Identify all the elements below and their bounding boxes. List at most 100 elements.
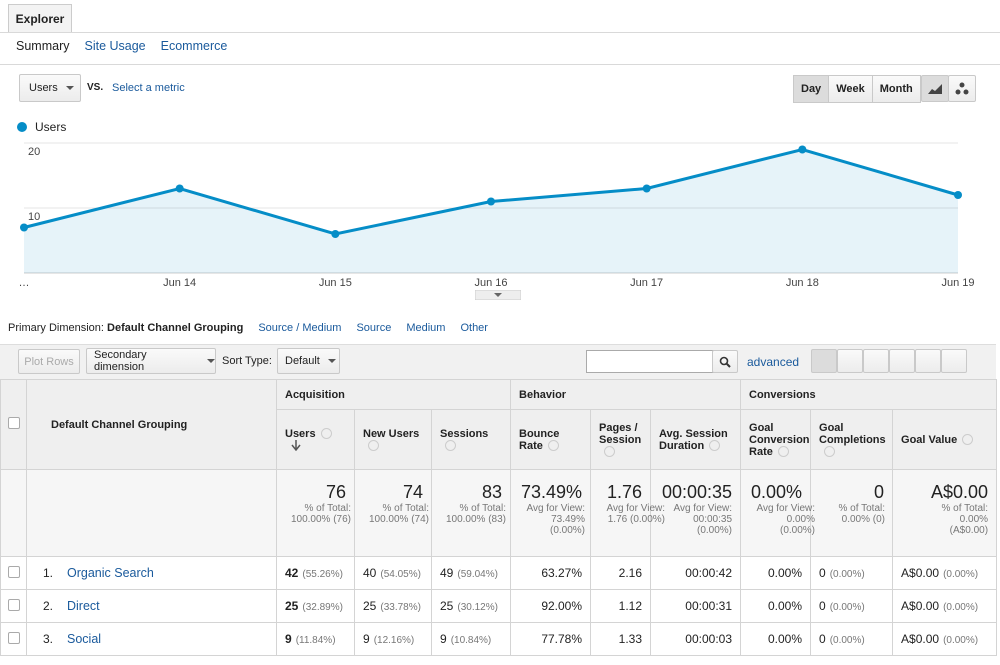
cell-share: (33.78%): [380, 602, 421, 613]
view-button[interactable]: [811, 349, 837, 373]
column-header[interactable]: New Users: [354, 409, 432, 470]
dimension-header: Default Channel Grouping: [26, 379, 277, 470]
cell-share: (59.04%): [457, 569, 498, 580]
total-note: % of Total: 0.00% (A$0.00): [941, 503, 989, 536]
view-button[interactable]: [863, 349, 889, 373]
help-icon: [777, 446, 789, 458]
group-header: Behavior: [510, 379, 742, 410]
dimension-option[interactable]: Source / Medium: [258, 322, 342, 334]
cell-value: 42: [285, 566, 299, 580]
icon: [719, 356, 731, 368]
sort-dropdown[interactable]: Default: [277, 348, 340, 374]
dimension-option[interactable]: Medium: [406, 322, 446, 334]
row-cell: A$0.00 (0.00%): [892, 622, 998, 656]
total-cell: 1.76 Avg for View: 1.76 (0.00%): [590, 469, 665, 557]
column-header[interactable]: Goal Conversion Rate: [740, 409, 812, 470]
row-select[interactable]: [0, 622, 27, 656]
icon: [955, 82, 969, 94]
cell-share: (0.00%): [943, 569, 979, 580]
help-icon: [445, 440, 456, 452]
advanced-link[interactable]: advanced: [747, 355, 800, 369]
column-header[interactable]: Avg. Session Duration: [650, 409, 742, 470]
motion-chart-button[interactable]: [948, 75, 976, 102]
sort-label: Sort Type:: [222, 355, 272, 367]
row-cell: 9 (12.16%): [354, 622, 432, 656]
cell-value: 63.27%: [541, 566, 583, 580]
row-cell: 1.12: [590, 589, 652, 623]
total-cell: 00:00:35 Avg for View: 00:00:35 (0.00%): [650, 469, 742, 557]
secondary-dimension[interactable]: Secondary dimension: [86, 348, 216, 374]
column-header[interactable]: Users: [276, 409, 355, 470]
cell-value: 00:00:31: [685, 599, 733, 613]
chart-handle[interactable]: [475, 290, 521, 300]
view-button[interactable]: [837, 349, 863, 373]
totals-blank: [0, 469, 27, 557]
row-cell: 0 (0.00%): [810, 556, 894, 590]
cell-value: 0: [819, 566, 826, 580]
column-title: Sessions: [440, 427, 489, 440]
cell-value: 25: [285, 599, 299, 613]
search-box[interactable]: [586, 350, 714, 373]
column-header[interactable]: Bounce Rate: [510, 409, 592, 470]
point: [798, 145, 807, 154]
column-title: Avg. Session Duration: [659, 427, 728, 452]
cell-value: 49: [440, 566, 454, 580]
row-cell: 00:00:42: [650, 556, 742, 590]
dimension-option[interactable]: Other: [460, 322, 488, 334]
row-cell: 9 (11.84%): [276, 622, 355, 656]
metric-dropdown[interactable]: Users: [19, 74, 81, 102]
row-cell: 49 (59.04%): [430, 556, 512, 590]
row-name[interactable]: Organic Search: [67, 566, 154, 580]
view-button[interactable]: [941, 349, 967, 373]
legend-label: Users: [35, 120, 66, 134]
view-button[interactable]: [915, 349, 941, 373]
help-icon: [320, 428, 332, 440]
help-icon: [962, 434, 974, 446]
column-title: Pages / Session: [599, 421, 642, 446]
tab[interactable]: Explorer: [8, 4, 72, 33]
row-cell: 92.00%: [510, 589, 592, 623]
row-dimension: 1. Organic Search: [26, 556, 277, 590]
cell-share: (0.00%): [829, 602, 865, 613]
row-cell: 0 (0.00%): [810, 589, 894, 623]
cell-share: (12.16%): [373, 635, 415, 646]
cell-share: (32.89%): [302, 602, 343, 613]
period-button[interactable]: Week: [828, 75, 873, 103]
row-select[interactable]: [0, 556, 27, 590]
row-name[interactable]: Social: [67, 632, 102, 646]
total-cell: A$0.00% of Total: 0.00% (A$0.00): [892, 469, 998, 557]
subnav-item[interactable]: Summary: [16, 39, 70, 53]
plot-rows-button[interactable]: Plot Rows: [18, 349, 80, 374]
secondary-label: Secondary dimension: [94, 349, 147, 373]
row-cell: 42 (55.26%): [276, 556, 355, 590]
dimension-option[interactable]: Source: [356, 322, 392, 334]
row-select[interactable]: [0, 589, 27, 623]
column-header[interactable]: Goal Value: [892, 409, 998, 470]
subnav-item[interactable]: Site Usage: [84, 39, 146, 53]
column-header[interactable]: Pages / Session: [590, 409, 652, 470]
x-tick-label: Jun 16: [474, 277, 507, 289]
subnav-item[interactable]: Ecommerce: [160, 39, 228, 53]
search-button[interactable]: [712, 350, 738, 373]
row-index: 3.: [43, 632, 54, 646]
total-cell: 73.49% Avg for View: 73.49% (0.00%): [510, 469, 592, 557]
x-tick-label: Jun 18: [786, 277, 819, 289]
total-cell: 74% of Total: 100.00% (74): [354, 469, 432, 557]
row-name[interactable]: Direct: [67, 599, 100, 613]
y-tick-label: 20: [28, 146, 40, 158]
y-tick-label: 10: [28, 211, 40, 223]
cell-share: (0.00%): [829, 635, 865, 646]
view-button[interactable]: [889, 349, 915, 373]
total-value: 0: [874, 482, 885, 502]
select-all: [0, 379, 27, 470]
cell-share: (54.05%): [380, 569, 421, 580]
column-header[interactable]: Goal Completions: [810, 409, 894, 470]
column-header[interactable]: Sessions: [430, 409, 512, 470]
cell-value: A$0.00: [901, 566, 940, 580]
total-note: % of Total: 0.00% (0): [838, 503, 886, 525]
cell-value: A$0.00: [901, 599, 940, 613]
total-value: 1.76: [606, 482, 643, 502]
compare-link[interactable]: Select a metric: [112, 82, 185, 94]
period-button[interactable]: Month: [871, 75, 921, 103]
cell-share: (10.84%): [450, 635, 492, 646]
